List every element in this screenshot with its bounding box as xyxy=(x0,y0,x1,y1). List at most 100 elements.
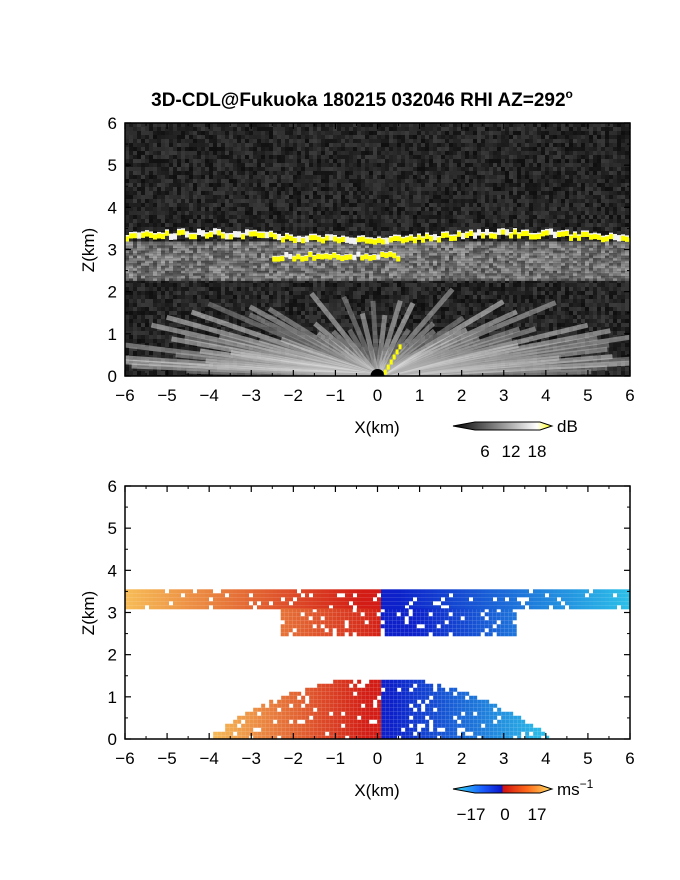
intensity-noise-cell xyxy=(617,215,621,219)
intensity-noise-cell xyxy=(157,223,161,227)
intensity-noise-cell xyxy=(129,167,133,171)
intensity-noise-cell xyxy=(301,151,305,155)
intensity-noise-cell xyxy=(129,179,133,183)
intensity-noise-cell xyxy=(525,195,529,199)
intensity-noise-cell xyxy=(197,179,201,183)
intensity-noise-cell xyxy=(389,219,393,223)
intensity-noise-cell xyxy=(277,127,281,131)
intensity-noise-cell xyxy=(297,231,301,235)
intensity-noise-cell xyxy=(429,131,433,135)
intensity-noise-cell xyxy=(137,143,141,147)
intensity-noise-cell xyxy=(513,167,517,171)
intensity-noise-cell xyxy=(349,235,353,239)
intensity-noise-cell xyxy=(353,159,357,163)
intensity-noise-cell xyxy=(577,123,581,127)
intensity-noise-cell xyxy=(405,159,409,163)
intensity-noise-cell xyxy=(529,191,533,195)
intensity-noise-cell xyxy=(189,163,193,167)
intensity-noise-cell xyxy=(309,203,313,207)
intensity-noise-cell xyxy=(225,203,229,207)
intensity-noise-cell xyxy=(529,151,533,155)
intensity-noise-cell xyxy=(365,151,369,155)
intensity-noise-cell xyxy=(417,167,421,171)
intensity-noise-cell xyxy=(233,175,237,179)
intensity-noise-cell xyxy=(149,143,153,147)
intensity-noise-cell xyxy=(329,195,333,199)
intensity-noise-cell xyxy=(605,135,609,139)
intensity-noise-cell xyxy=(209,187,213,191)
intensity-noise-cell xyxy=(513,135,517,139)
intensity-noise-cell xyxy=(561,183,565,187)
intensity-noise-cell xyxy=(493,195,497,199)
intensity-noise-cell xyxy=(449,231,453,235)
intensity-noise-cell xyxy=(201,239,205,243)
intensity-noise-cell xyxy=(353,131,357,135)
intensity-noise-cell xyxy=(433,227,437,231)
intensity-noise-cell xyxy=(497,159,501,163)
intensity-noise-cell xyxy=(393,155,397,159)
intensity-noise-cell xyxy=(313,199,317,203)
intensity-noise-cell xyxy=(497,167,501,171)
intensity-noise-cell xyxy=(501,155,505,159)
intensity-noise-cell xyxy=(161,135,165,139)
intensity-noise-cell xyxy=(529,159,533,163)
intensity-noise-cell xyxy=(125,191,129,195)
intensity-noise-cell xyxy=(613,207,617,211)
intensity-noise-cell xyxy=(413,195,417,199)
intensity-noise-cell xyxy=(589,227,593,231)
intensity-noise-cell xyxy=(617,195,621,199)
intensity-noise-cell xyxy=(293,191,297,195)
intensity-noise-cell xyxy=(625,135,629,139)
intensity-noise-cell xyxy=(145,139,149,143)
intensity-noise-cell xyxy=(521,219,525,223)
intensity-noise-cell xyxy=(465,159,469,163)
intensity-noise-cell xyxy=(217,215,221,219)
intensity-noise-cell xyxy=(141,175,145,179)
intensity-noise-cell xyxy=(421,187,425,191)
intensity-noise-cell xyxy=(593,175,597,179)
intensity-noise-cell xyxy=(533,223,537,227)
intensity-noise-cell xyxy=(189,147,193,151)
intensity-noise-cell xyxy=(193,195,197,199)
intensity-noise-cell xyxy=(397,187,401,191)
intensity-noise-cell xyxy=(257,139,261,143)
intensity-noise-cell xyxy=(221,239,225,243)
intensity-noise-cell xyxy=(261,175,265,179)
intensity-noise-cell xyxy=(429,175,433,179)
intensity-noise-cell xyxy=(369,175,373,179)
intensity-noise-cell xyxy=(433,147,437,151)
intensity-noise-cell xyxy=(261,223,265,227)
intensity-noise-cell xyxy=(441,215,445,219)
intensity-noise-cell xyxy=(309,143,313,147)
intensity-noise-cell xyxy=(213,183,217,187)
intensity-noise-cell xyxy=(413,123,417,127)
intensity-noise-cell xyxy=(137,195,141,199)
intensity-noise-cell xyxy=(525,239,529,243)
intensity-noise-cell xyxy=(601,183,605,187)
intensity-noise-cell xyxy=(129,195,133,199)
intensity-noise-cell xyxy=(281,231,285,235)
intensity-noise-cell xyxy=(213,139,217,143)
intensity-noise-cell xyxy=(261,211,265,215)
intensity-noise-cell xyxy=(221,135,225,139)
intensity-noise-cell xyxy=(193,135,197,139)
intensity-noise-cell xyxy=(469,211,473,215)
intensity-noise-cell xyxy=(517,187,521,191)
intensity-noise-cell xyxy=(497,195,501,199)
intensity-noise-cell xyxy=(329,131,333,135)
intensity-noise-cell xyxy=(513,143,517,147)
intensity-noise-cell xyxy=(165,187,169,191)
intensity-noise-cell xyxy=(469,151,473,155)
intensity-noise-cell xyxy=(581,175,585,179)
intensity-noise-cell xyxy=(453,163,457,167)
intensity-noise-cell xyxy=(497,223,501,227)
intensity-noise-cell xyxy=(265,123,269,127)
intensity-noise-cell xyxy=(313,147,317,151)
intensity-noise-cell xyxy=(329,203,333,207)
intensity-noise-cell xyxy=(461,179,465,183)
intensity-noise-cell xyxy=(281,127,285,131)
intensity-noise-cell xyxy=(349,159,353,163)
intensity-noise-cell xyxy=(137,239,141,243)
intensity-noise-cell xyxy=(133,175,137,179)
intensity-noise-cell xyxy=(369,143,373,147)
